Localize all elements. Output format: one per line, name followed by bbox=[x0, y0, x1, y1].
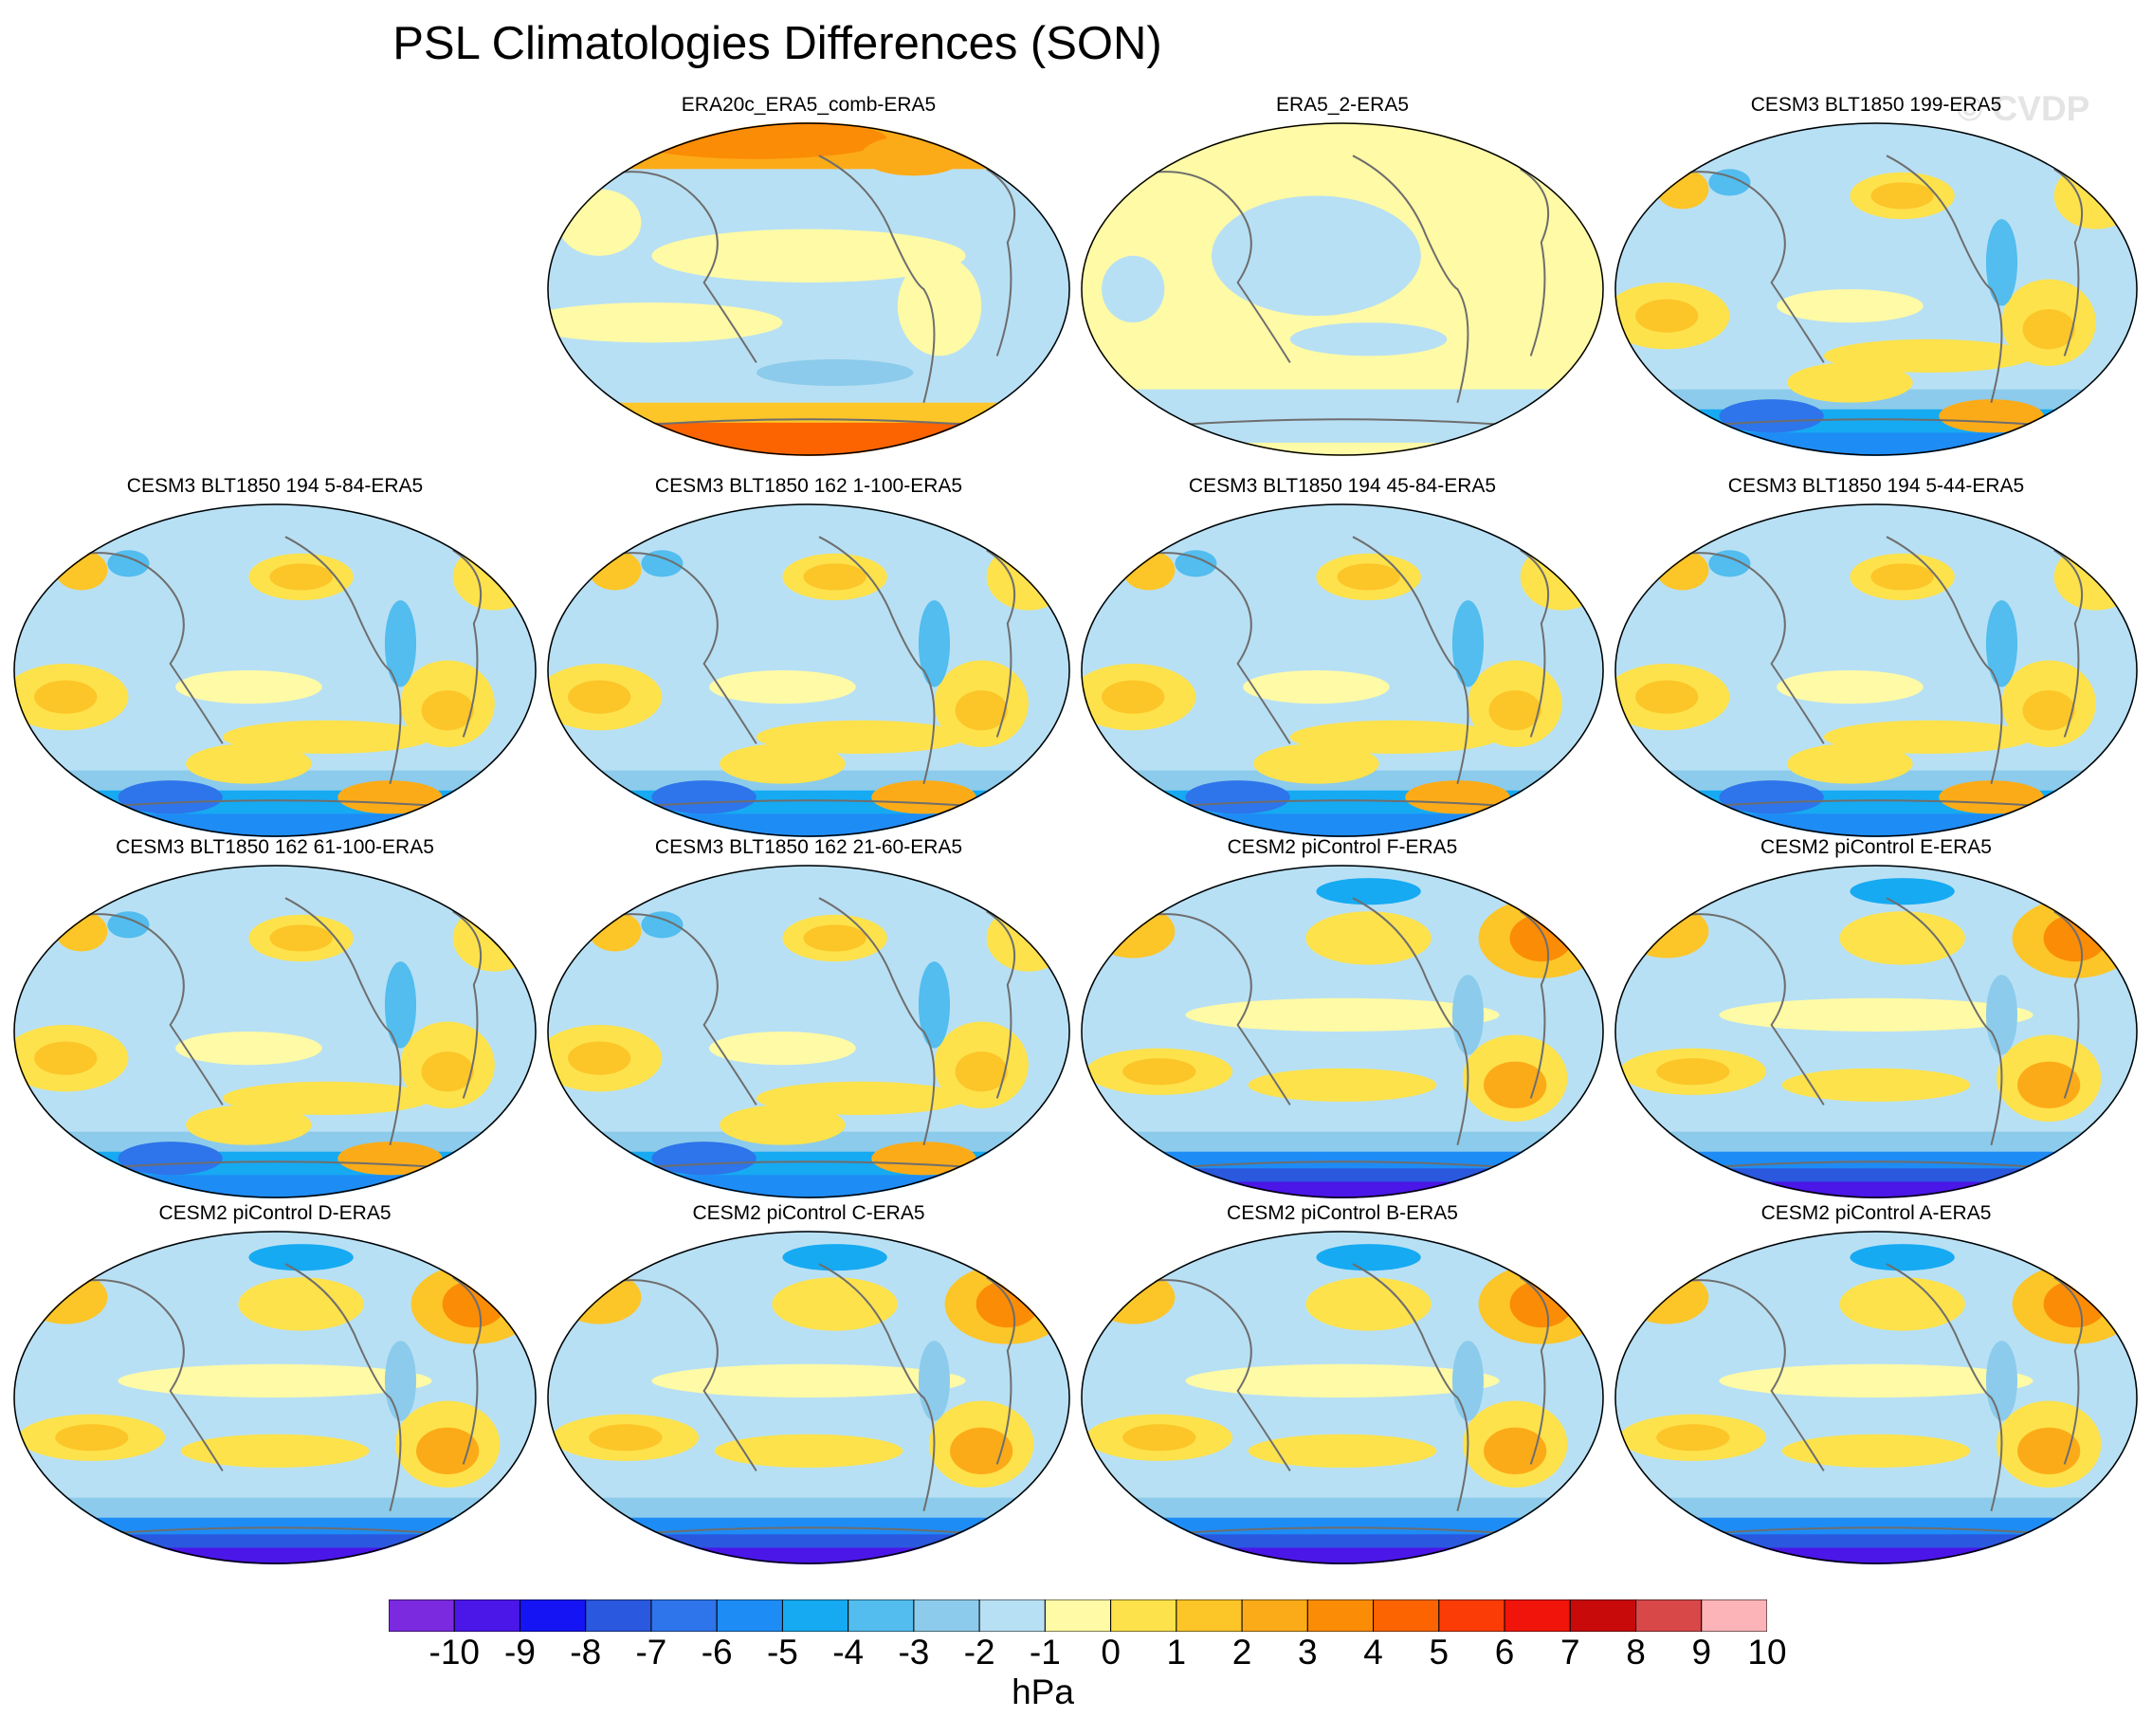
map-panel bbox=[1081, 122, 1604, 456]
colorbar-swatch bbox=[1044, 1599, 1112, 1632]
colorbar-swatch bbox=[978, 1599, 1046, 1632]
colorbar-swatch bbox=[1176, 1599, 1243, 1632]
colorbar-tick-label: 10 bbox=[1747, 1633, 1787, 1672]
colorbar-swatch bbox=[1373, 1599, 1440, 1632]
colorbar-swatch bbox=[1569, 1599, 1637, 1632]
panel-title: CESM2 piControl D-ERA5 bbox=[158, 1202, 392, 1224]
panel-title: CESM3 BLT1850 162 21-60-ERA5 bbox=[654, 836, 963, 858]
map-panel bbox=[1614, 122, 2138, 456]
colorbar-swatch bbox=[1110, 1599, 1177, 1632]
colorbar-swatch bbox=[848, 1599, 915, 1632]
panel-title: CESM2 piControl C-ERA5 bbox=[692, 1202, 925, 1224]
colorbar-units: hPa bbox=[1012, 1672, 1074, 1711]
colorbar-tick-label: -3 bbox=[898, 1633, 930, 1672]
colorbar bbox=[389, 1599, 1767, 1632]
colorbar-tick-label: -9 bbox=[504, 1633, 536, 1672]
panel-title: CESM2 piControl F-ERA5 bbox=[1227, 836, 1458, 858]
colorbar-tick-label: -1 bbox=[1029, 1633, 1061, 1672]
colorbar-tick-label: 2 bbox=[1231, 1633, 1252, 1672]
figure-title: PSL Climatologies Differences (SON) bbox=[392, 18, 1162, 69]
panel-title: ERA5_2-ERA5 bbox=[1275, 94, 1410, 116]
colorbar-tick-label: 0 bbox=[1101, 1633, 1121, 1672]
panel-title: CESM2 piControl B-ERA5 bbox=[1227, 1202, 1458, 1224]
colorbar-swatch bbox=[913, 1599, 980, 1632]
panel-title: CESM2 piControl A-ERA5 bbox=[1760, 1202, 1992, 1224]
cvdp-watermark: © CVDP bbox=[1957, 89, 2090, 128]
map-panel bbox=[547, 1231, 1070, 1564]
map-panel bbox=[13, 1231, 537, 1564]
colorbar-swatch bbox=[781, 1599, 849, 1632]
colorbar-tick-label: -5 bbox=[766, 1633, 798, 1672]
panel-title: CESM3 BLT1850 162 61-100-ERA5 bbox=[116, 836, 434, 858]
panel-title: CESM3 BLT1850 194 5-84-ERA5 bbox=[126, 475, 424, 497]
panel-title: ERA20c_ERA5_comb-ERA5 bbox=[681, 94, 937, 116]
panel-title: CESM3 BLT1850 162 1-100-ERA5 bbox=[654, 475, 963, 497]
colorbar-tick-label: 5 bbox=[1429, 1633, 1450, 1672]
colorbar-swatch bbox=[1635, 1599, 1703, 1632]
colorbar-tick-label: -10 bbox=[429, 1633, 480, 1672]
colorbar-tick-label: -4 bbox=[832, 1633, 865, 1672]
panel-title: CESM3 BLT1850 199-ERA5 bbox=[1750, 94, 2002, 116]
map-panel bbox=[13, 503, 537, 837]
map-panel bbox=[1614, 1231, 2138, 1564]
map-panel bbox=[1081, 503, 1604, 837]
colorbar-swatch bbox=[716, 1599, 783, 1632]
map-panel bbox=[1081, 865, 1604, 1198]
colorbar-swatch bbox=[1241, 1599, 1308, 1632]
colorbar-tick-label: 6 bbox=[1494, 1633, 1515, 1672]
map-panel bbox=[547, 865, 1070, 1198]
map-panel bbox=[1614, 503, 2138, 837]
map-panel bbox=[547, 122, 1070, 456]
colorbar-swatch bbox=[1701, 1599, 1767, 1632]
colorbar-tick-label: 8 bbox=[1626, 1633, 1646, 1672]
colorbar-swatch bbox=[650, 1599, 718, 1632]
colorbar-swatch bbox=[519, 1599, 587, 1632]
colorbar-tick-label: -2 bbox=[963, 1633, 995, 1672]
colorbar-tick-label: -7 bbox=[635, 1633, 667, 1672]
colorbar-tick-label: 9 bbox=[1691, 1633, 1712, 1672]
colorbar-tick-label: 3 bbox=[1298, 1633, 1318, 1672]
colorbar-swatch bbox=[585, 1599, 652, 1632]
colorbar-tick-label: -8 bbox=[570, 1633, 602, 1672]
colorbar-swatch bbox=[1504, 1599, 1571, 1632]
map-panel bbox=[1081, 1231, 1604, 1564]
panel-title: CESM3 BLT1850 194 5-44-ERA5 bbox=[1727, 475, 2025, 497]
map-panel bbox=[13, 865, 537, 1198]
colorbar-swatch bbox=[453, 1599, 520, 1632]
colorbar-swatch bbox=[1306, 1599, 1375, 1632]
colorbar-swatch bbox=[1438, 1599, 1505, 1632]
colorbar-swatch bbox=[389, 1599, 455, 1632]
colorbar-tick-label: -6 bbox=[701, 1633, 733, 1672]
map-panel bbox=[1614, 865, 2138, 1198]
colorbar-tick-label: 4 bbox=[1363, 1633, 1383, 1672]
colorbar-tick-label: 7 bbox=[1559, 1633, 1580, 1672]
panel-title: CESM2 piControl E-ERA5 bbox=[1760, 836, 1992, 858]
map-panel bbox=[547, 503, 1070, 837]
panel-title: CESM3 BLT1850 194 45-84-ERA5 bbox=[1188, 475, 1497, 497]
colorbar-tick-label: 1 bbox=[1166, 1633, 1187, 1672]
